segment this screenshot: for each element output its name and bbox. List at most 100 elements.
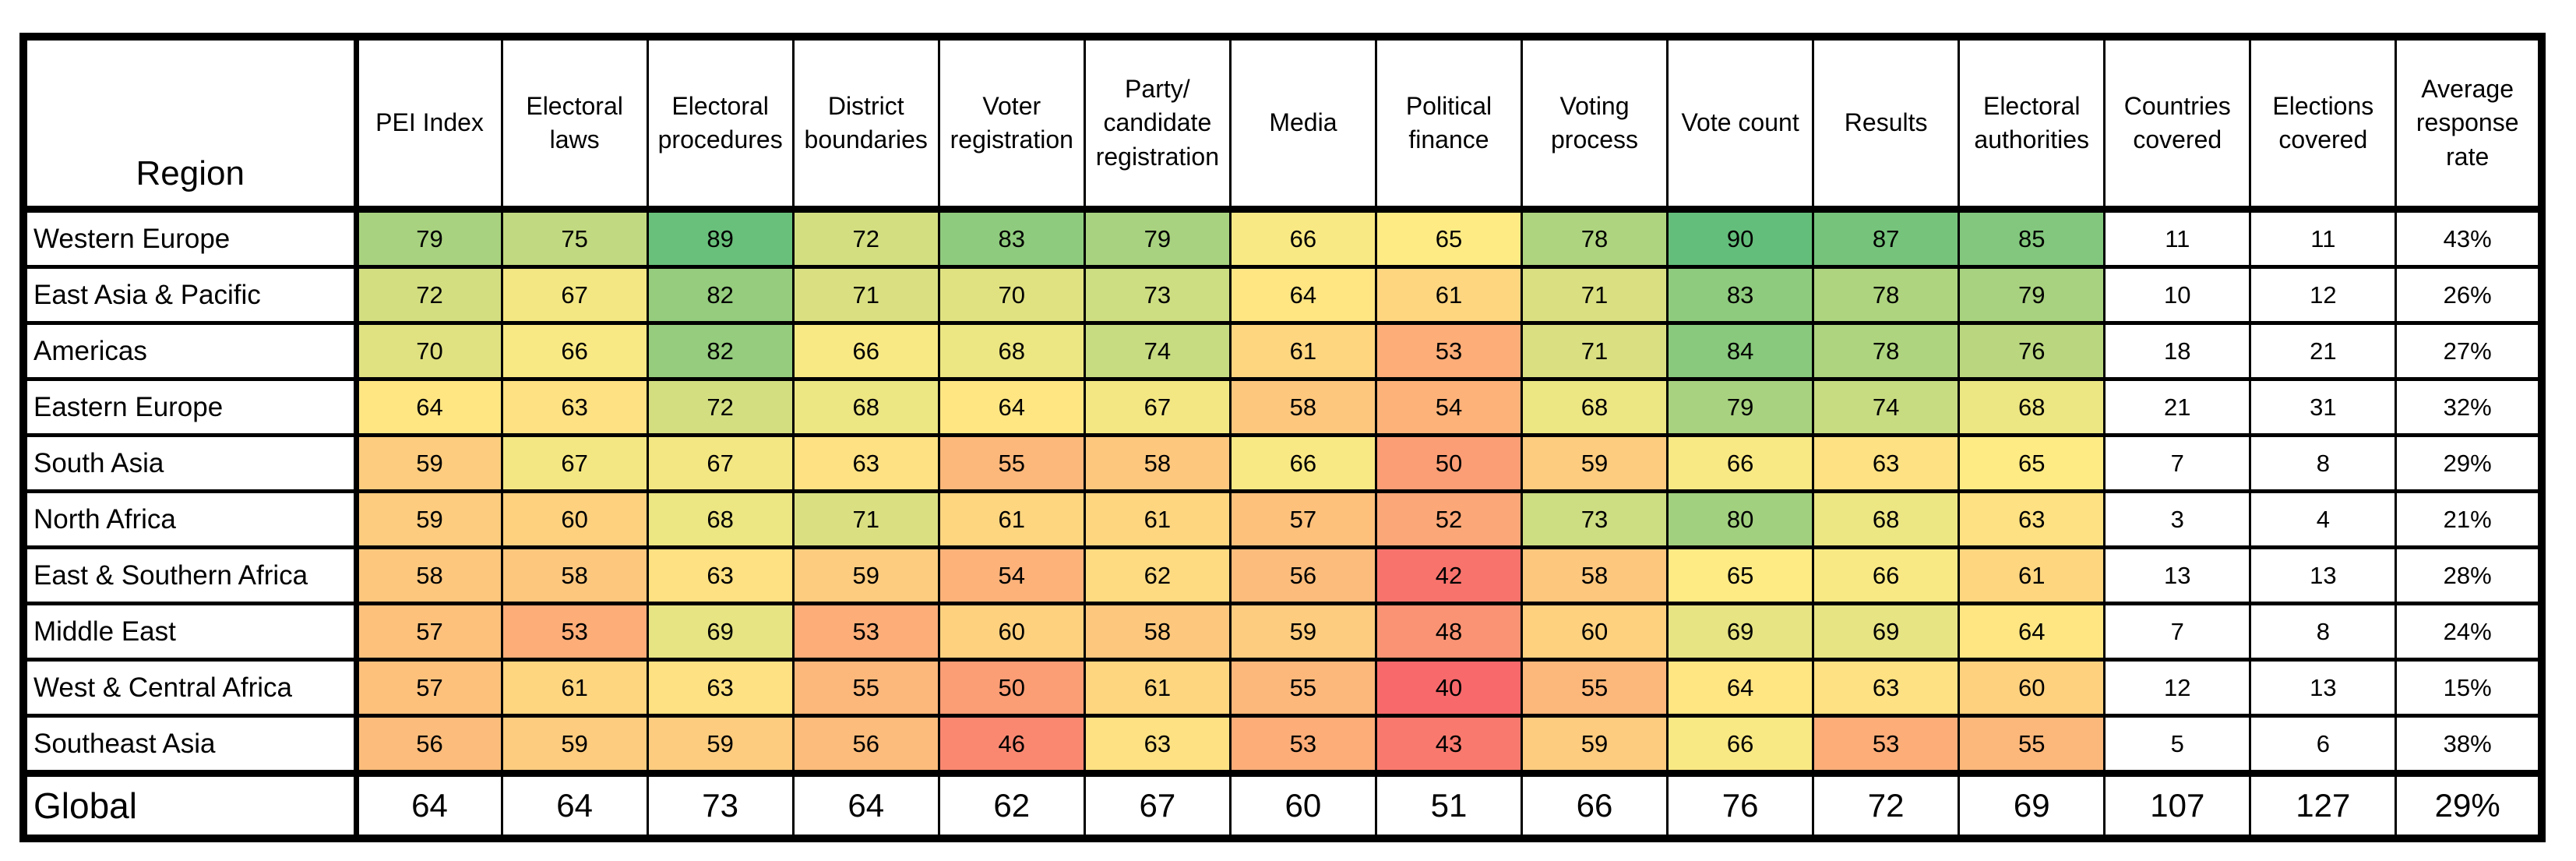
score-cell: 63 [1812, 658, 1961, 718]
avg-response-rate-cell: 43% [2395, 207, 2543, 269]
score-cell: 66 [1812, 545, 1961, 605]
score-cell: 63 [1812, 433, 1961, 493]
score-cell: 51 [1374, 770, 1524, 841]
score-cell: 66 [1228, 207, 1377, 269]
score-cell: 62 [937, 770, 1086, 841]
score-cell: 68 [1520, 377, 1669, 437]
score-cell: 83 [937, 207, 1086, 269]
table-row-middle-east: Middle East 57 53 69 53 60 58 59 48 60 69 69 64 7 8 24% [22, 602, 2543, 662]
score-cell: 74 [1083, 321, 1232, 381]
column-header-average-response-rate: Average response rate [2395, 34, 2543, 213]
region-label: North Africa [22, 489, 359, 549]
elections-covered-cell: 4 [2249, 489, 2398, 549]
score-cell: 59 [1520, 433, 1669, 493]
score-cell: 78 [1812, 265, 1961, 325]
table-row-south-asia: South Asia 59 67 67 63 55 58 66 50 59 66 63 65 7 8 29% [22, 433, 2543, 493]
elections-covered-cell: 8 [2249, 433, 2398, 493]
score-cell: 59 [354, 433, 503, 493]
avg-response-rate-cell: 21% [2395, 489, 2543, 549]
score-cell: 63 [646, 658, 795, 718]
score-cell: 53 [500, 602, 649, 662]
score-cell: 55 [937, 433, 1086, 493]
column-header-region: Region [22, 34, 359, 213]
score-cell: 55 [791, 658, 940, 718]
score-cell: 50 [1374, 433, 1524, 493]
table-row-north-africa: North Africa 59 60 68 71 61 61 57 52 73 80 68 63 3 4 21… [22, 489, 2543, 549]
score-cell: 57 [1228, 489, 1377, 549]
page: { "chart_data": { "type": "heatmap", "co… [0, 33, 2576, 861]
column-header-political-finance: Political finance [1374, 34, 1524, 213]
score-cell: 54 [1374, 377, 1524, 437]
table-row-western-europe: Western Europe 79 75 89 72 83 79 66 65 78 90 87 85 11… [22, 207, 2543, 269]
score-cell: 66 [791, 321, 940, 381]
table-row-east-asia-pacific: East Asia & Pacific 72 67 82 71 70 73 64 61 71 83 7… [22, 265, 2543, 325]
avg-response-rate-cell: 15% [2395, 658, 2543, 718]
score-cell: 64 [1228, 265, 1377, 325]
score-cell: 63 [500, 377, 649, 437]
score-cell: 87 [1812, 207, 1961, 269]
countries-covered-cell: 18 [2103, 321, 2252, 381]
elections-covered-cell: 12 [2249, 265, 2398, 325]
score-cell: 61 [1083, 658, 1232, 718]
score-cell: 59 [791, 545, 940, 605]
score-cell: 75 [500, 207, 649, 269]
region-label: West & Central Africa [22, 658, 359, 718]
score-cell: 58 [354, 545, 503, 605]
score-cell: 42 [1374, 545, 1524, 605]
avg-response-rate-cell: 29% [2395, 433, 2543, 493]
score-cell: 55 [1228, 658, 1377, 718]
score-cell: 83 [1666, 265, 1815, 325]
score-cell: 67 [646, 433, 795, 493]
score-cell: 61 [1228, 321, 1377, 381]
score-cell: 65 [1374, 207, 1524, 269]
score-cell: 67 [500, 265, 649, 325]
pei-regional-table: Region PEI Index Electoral laws Electoral p… [19, 33, 2546, 842]
score-cell: 66 [1520, 770, 1669, 841]
score-cell: 67 [500, 433, 649, 493]
score-cell: 68 [937, 321, 1086, 381]
score-cell: 73 [1520, 489, 1669, 549]
score-cell: 69 [1812, 602, 1961, 662]
score-cell: 50 [937, 658, 1086, 718]
score-cell: 40 [1374, 658, 1524, 718]
score-cell: 63 [646, 545, 795, 605]
countries-covered-cell: 7 [2103, 433, 2252, 493]
elections-covered-cell: 6 [2249, 714, 2398, 775]
score-cell: 61 [500, 658, 649, 718]
score-cell: 64 [354, 770, 503, 841]
score-cell: 76 [1958, 321, 2106, 381]
score-cell: 56 [791, 714, 940, 775]
column-header-electoral-procedures: Electoral procedures [646, 34, 795, 213]
elections-covered-cell: 21 [2249, 321, 2398, 381]
score-cell: 90 [1666, 207, 1815, 269]
score-cell: 84 [1666, 321, 1815, 381]
region-label: Middle East [22, 602, 359, 662]
score-cell: 72 [646, 377, 795, 437]
score-cell: 80 [1666, 489, 1815, 549]
score-cell: 85 [1958, 207, 2106, 269]
score-cell: 53 [1812, 714, 1961, 775]
score-cell: 60 [1228, 770, 1377, 841]
score-cell: 65 [1666, 545, 1815, 605]
avg-response-rate-cell: 32% [2395, 377, 2543, 437]
table-row-eastern-europe: Eastern Europe 64 63 72 68 64 67 58 54 68 79 74 68 21… [22, 377, 2543, 437]
table-body: Western Europe 79 75 89 72 83 79 66 65 78 90 87 85 11… [22, 207, 2543, 841]
countries-covered-cell: 11 [2103, 207, 2252, 269]
score-cell: 64 [500, 770, 649, 841]
score-cell: 63 [1958, 489, 2106, 549]
score-cell: 60 [937, 602, 1086, 662]
score-cell: 73 [1083, 265, 1232, 325]
column-header-results: Results [1812, 34, 1961, 213]
score-cell: 61 [1083, 489, 1232, 549]
score-cell: 65 [1958, 433, 2106, 493]
score-cell: 78 [1812, 321, 1961, 381]
score-cell: 70 [354, 321, 503, 381]
score-cell: 54 [937, 545, 1086, 605]
avg-response-rate-cell: 29% [2395, 770, 2543, 841]
score-cell: 59 [1228, 602, 1377, 662]
table-row-east-southern-africa: East & Southern Africa 58 58 63 59 54 62 56 42 58… [22, 545, 2543, 605]
avg-response-rate-cell: 27% [2395, 321, 2543, 381]
score-cell: 61 [1374, 265, 1524, 325]
score-cell: 59 [1520, 714, 1669, 775]
column-header-party-candidate-registration: Party/ candidate registration [1083, 34, 1232, 213]
